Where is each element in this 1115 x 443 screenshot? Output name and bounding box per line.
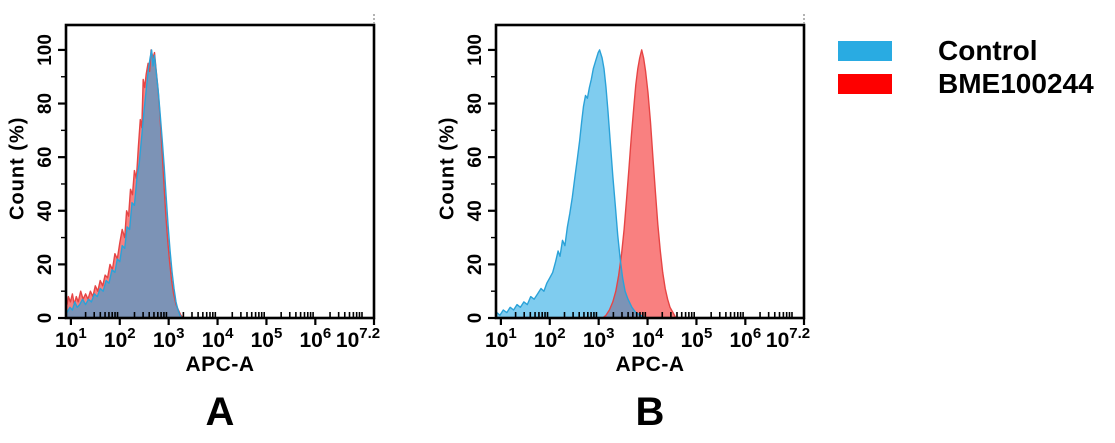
panel-b: 101 102 103 104 105 106 107.2 0 20 40 60 80 100 Coun… [430, 0, 860, 443]
svg-text:80: 80 [35, 93, 56, 114]
svg-text:103: 103 [153, 325, 185, 352]
svg-text:20: 20 [35, 254, 56, 275]
svg-text:0: 0 [465, 313, 486, 324]
panel-a-chart: 101 102 103 104 105 106 107.2 0 20 40 60 80 100 [35, 14, 380, 352]
panel-b-chart: 101 102 103 104 105 106 107.2 0 20 40 60 80 100 [465, 14, 810, 352]
legend: Control BME100244 [838, 34, 1094, 100]
svg-text:60: 60 [465, 147, 486, 168]
panel-b-x-axis-label: APC-A [615, 353, 685, 376]
control-color-swatch [838, 40, 892, 61]
svg-text:100: 100 [35, 34, 56, 66]
panel-b-letter: B [635, 390, 665, 434]
svg-text:104: 104 [632, 325, 664, 352]
panel-a: 101 102 103 104 105 106 107.2 0 20 40 60 80 100 Coun… [0, 0, 430, 443]
svg-text:106: 106 [299, 325, 331, 352]
svg-text:105: 105 [251, 325, 283, 352]
svg-text:101: 101 [485, 325, 517, 352]
svg-text:104: 104 [202, 325, 234, 352]
legend-label-control: Control [938, 35, 1038, 66]
svg-text:102: 102 [534, 325, 566, 352]
svg-text:40: 40 [35, 200, 56, 221]
svg-text:103: 103 [583, 325, 615, 352]
svg-text:106: 106 [729, 325, 761, 352]
legend-item-control: Control [838, 34, 1094, 67]
svg-text:0: 0 [35, 313, 56, 324]
bme100244-color-swatch [838, 73, 892, 94]
panel-b-y-axis-label: Count (%) [436, 116, 459, 220]
svg-text:60: 60 [35, 147, 56, 168]
svg-text:100: 100 [465, 34, 486, 66]
svg-text:102: 102 [104, 325, 136, 352]
svg-text:40: 40 [465, 200, 486, 221]
svg-text:107.2: 107.2 [336, 325, 380, 352]
svg-text:105: 105 [681, 325, 713, 352]
svg-text:20: 20 [465, 254, 486, 275]
panel-a-y-axis-label: Count (%) [6, 116, 29, 220]
legend-item-bme100244: BME100244 [838, 67, 1094, 100]
svg-text:107.2: 107.2 [766, 325, 810, 352]
panel-a-x-axis-label: APC-A [185, 353, 255, 376]
panel-a-letter: A [205, 390, 235, 434]
svg-text:80: 80 [465, 93, 486, 114]
legend-label-bme100244: BME100244 [938, 68, 1094, 99]
svg-text:101: 101 [55, 325, 87, 352]
